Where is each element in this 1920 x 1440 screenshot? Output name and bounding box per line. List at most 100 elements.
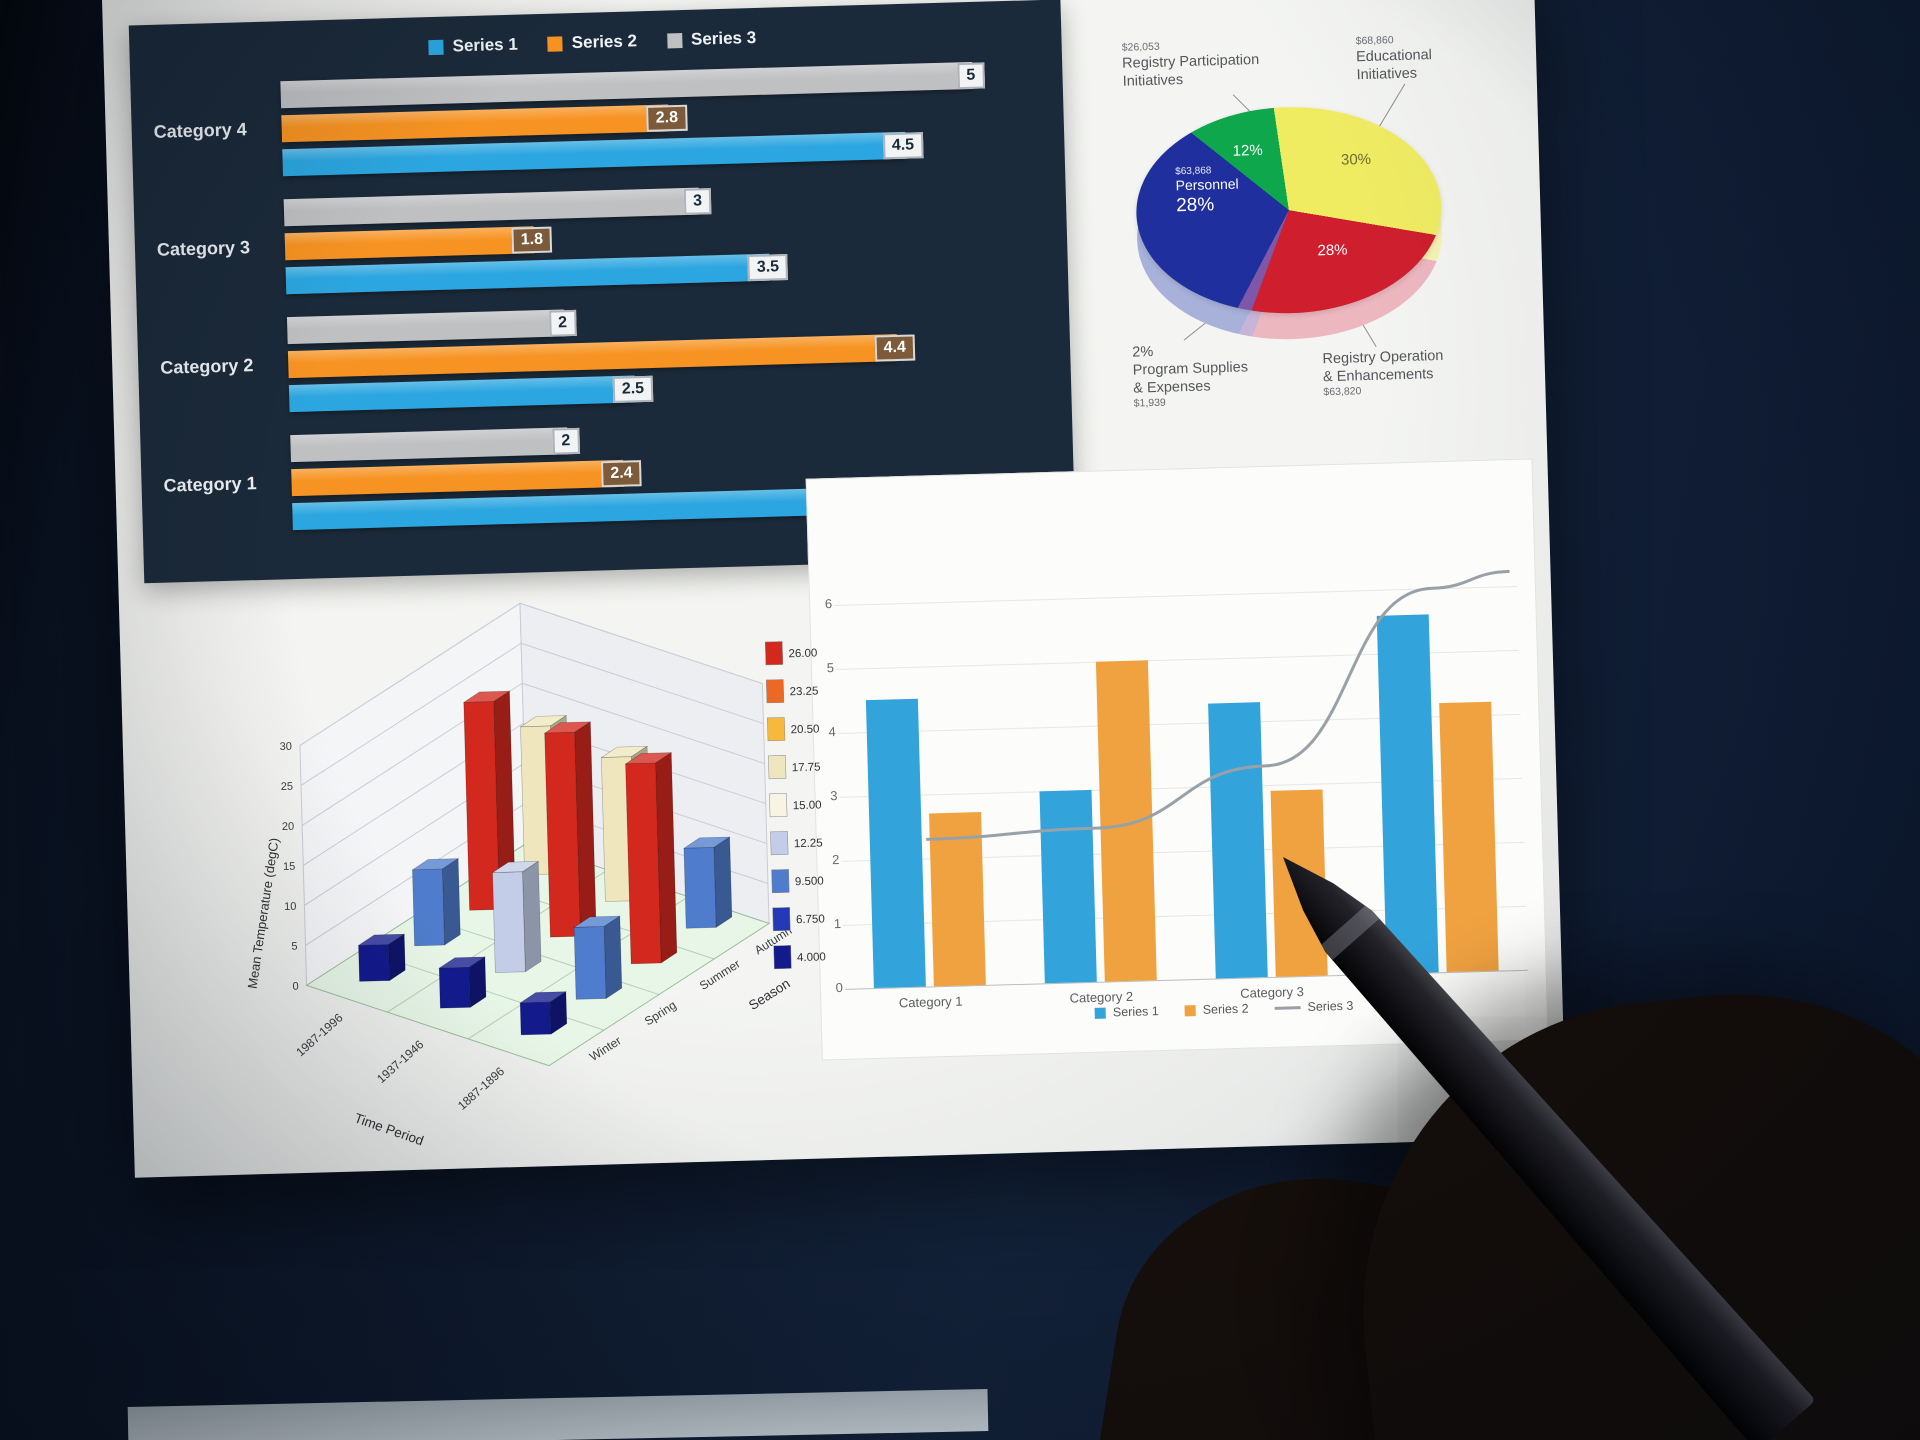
budget-pie-chart: 12% 30% 28% $63,868 Personnel 28% $26,053 Regi… bbox=[1103, 18, 1490, 458]
category-label: Category 3 bbox=[156, 237, 251, 260]
value-label: 4.4 bbox=[874, 333, 916, 362]
legend-label: Series 1 bbox=[452, 34, 519, 56]
wall-gridline bbox=[299, 602, 521, 746]
pie-out-line: $63,820 bbox=[1323, 385, 1362, 399]
pie-label-registry-participation: $26,053 Registry Participation Initiatives bbox=[1122, 38, 1260, 91]
bar3d-side bbox=[713, 836, 733, 928]
pie-out-line: Initiatives bbox=[1122, 72, 1184, 90]
legend-chip bbox=[1184, 1004, 1196, 1016]
category-bars: 5 2.8 4.5 bbox=[280, 60, 1036, 177]
bar-series3 bbox=[290, 427, 568, 463]
monitor-screen: Series 1 Series 2 Series 3 Category 4 5 2.8 4… bbox=[101, 0, 1567, 1178]
grouped-bar-body: Category 4 5 2.8 4.5 Category 3 3 1.8 3.5 Catego… bbox=[152, 60, 1046, 533]
colorbar-label: 26.00 bbox=[788, 648, 817, 661]
colorbar-chip bbox=[768, 755, 787, 780]
x-axis-title: Time Period bbox=[352, 1110, 425, 1148]
value-label: 2.8 bbox=[646, 104, 688, 132]
pie-percent-30: 30% bbox=[1340, 150, 1372, 169]
pie-out-line: & Enhancements bbox=[1322, 366, 1434, 386]
wall-gridline bbox=[520, 642, 764, 725]
colorbar-chip bbox=[771, 869, 790, 894]
time-tick-label: 1987-1996 bbox=[293, 1010, 345, 1059]
legend-label: Series 2 bbox=[571, 31, 638, 53]
bar-series2 bbox=[1438, 701, 1499, 973]
legend-label: Series 2 bbox=[1202, 1001, 1249, 1017]
wall-gridline bbox=[522, 682, 765, 764]
colorbar-label: 15.00 bbox=[793, 799, 822, 812]
colorbar-label: 9.500 bbox=[795, 875, 824, 888]
colorbar-label: 17.75 bbox=[792, 761, 821, 774]
bar-series1 bbox=[1039, 789, 1097, 984]
colorbar-chip bbox=[770, 831, 789, 856]
pie-label-registry-operation: Registry Operation & Enhancements $63,820 bbox=[1322, 347, 1444, 400]
combo-chart-panel: 0 1 2 3 4 5 6 Category 1 Category 2 Category 3 Ser… bbox=[805, 458, 1549, 1061]
y-tick-label: 15 bbox=[283, 861, 296, 873]
bar3d-front bbox=[358, 944, 390, 982]
bar-series1 bbox=[1207, 701, 1268, 979]
legend-line-chip bbox=[1274, 1005, 1301, 1010]
pie-out-line: Initiatives bbox=[1356, 65, 1418, 84]
y-tick-label: 30 bbox=[280, 741, 293, 753]
bar3d-front bbox=[519, 1001, 552, 1036]
legend-item: Series 1 bbox=[428, 35, 518, 57]
bar-series1 bbox=[285, 253, 771, 295]
bar3d-side bbox=[442, 858, 461, 946]
legend-label: Series 3 bbox=[1307, 998, 1354, 1014]
colorbar-chip bbox=[772, 907, 791, 932]
value-label: 4.5 bbox=[882, 131, 924, 160]
personnel-amount: $63,868 bbox=[1175, 165, 1212, 178]
colorbar-label: 12.25 bbox=[794, 837, 823, 850]
value-label: 1.8 bbox=[511, 226, 553, 254]
category-label: Category 1 bbox=[163, 473, 257, 496]
pie-out-line: Educational bbox=[1355, 47, 1433, 66]
colorbar-label: 23.25 bbox=[789, 685, 818, 698]
y-tick-label: 20 bbox=[282, 821, 295, 833]
pie-out-line: Program Supplies bbox=[1132, 359, 1249, 379]
bar-series2 bbox=[291, 459, 624, 497]
legend-item: Series 3 bbox=[1274, 998, 1354, 1015]
bar3d-side bbox=[603, 915, 623, 1000]
colorbar-label: 20.50 bbox=[791, 723, 820, 736]
legend-chip bbox=[666, 32, 683, 48]
wall-gridline bbox=[519, 602, 763, 685]
bar-series1 bbox=[866, 698, 927, 989]
category-bars: 2 4.4 2.5 bbox=[286, 296, 1043, 413]
y-tick-label: 0 bbox=[292, 981, 298, 993]
colorbar-chip bbox=[773, 945, 792, 970]
category-label: Category 2 bbox=[160, 355, 254, 378]
y-tick-label: 10 bbox=[284, 901, 297, 913]
value-label: 2.4 bbox=[600, 459, 642, 488]
pie-out-line: $1,939 bbox=[1133, 397, 1166, 410]
y-axis-title: Mean Temperature (degC) bbox=[245, 837, 282, 990]
colorbar-chip bbox=[766, 679, 785, 704]
legend-item: Series 2 bbox=[547, 31, 638, 53]
value-label: 5 bbox=[957, 61, 985, 90]
bar3d-front bbox=[412, 868, 445, 947]
bar3d-front bbox=[625, 762, 662, 965]
colorbar-chip bbox=[769, 793, 788, 818]
value-label: 2 bbox=[548, 309, 577, 337]
legend-label: Series 1 bbox=[1112, 1004, 1159, 1020]
bar-group: Category 4 5 2.8 4.5 bbox=[152, 60, 1036, 180]
time-tick-label: 1887-1896 bbox=[455, 1064, 507, 1113]
legend-item: Series 2 bbox=[1184, 1001, 1249, 1018]
bar3d-front bbox=[463, 701, 500, 911]
gridline bbox=[834, 585, 1517, 607]
3d-bar-svg: 0510152025301987-19961937-19461887-1896W… bbox=[245, 602, 826, 1148]
y-tick-label: 25 bbox=[281, 781, 294, 793]
y-tick-label: 5 bbox=[291, 941, 297, 953]
bar3d-front bbox=[573, 926, 607, 1000]
bar3d-front bbox=[492, 871, 526, 973]
personnel-label: $63,868 Personnel 28% bbox=[1175, 165, 1239, 218]
legend-label: Series 3 bbox=[690, 27, 757, 49]
bar-series1 bbox=[288, 375, 636, 413]
grouped-bar-legend: Series 1 Series 2 Series 3 bbox=[151, 20, 1033, 65]
value-label: 2 bbox=[552, 427, 580, 455]
bar-series3 bbox=[283, 187, 700, 227]
legend-item: Series 1 bbox=[1094, 1004, 1159, 1020]
pie-body: 12% 30% 28% $63,868 Personnel 28% bbox=[1133, 102, 1445, 344]
pie-percent-12: 12% bbox=[1232, 141, 1263, 160]
bar-series2 bbox=[1096, 660, 1157, 982]
desk-edge bbox=[127, 1388, 989, 1440]
colorbar-chip bbox=[767, 717, 786, 742]
